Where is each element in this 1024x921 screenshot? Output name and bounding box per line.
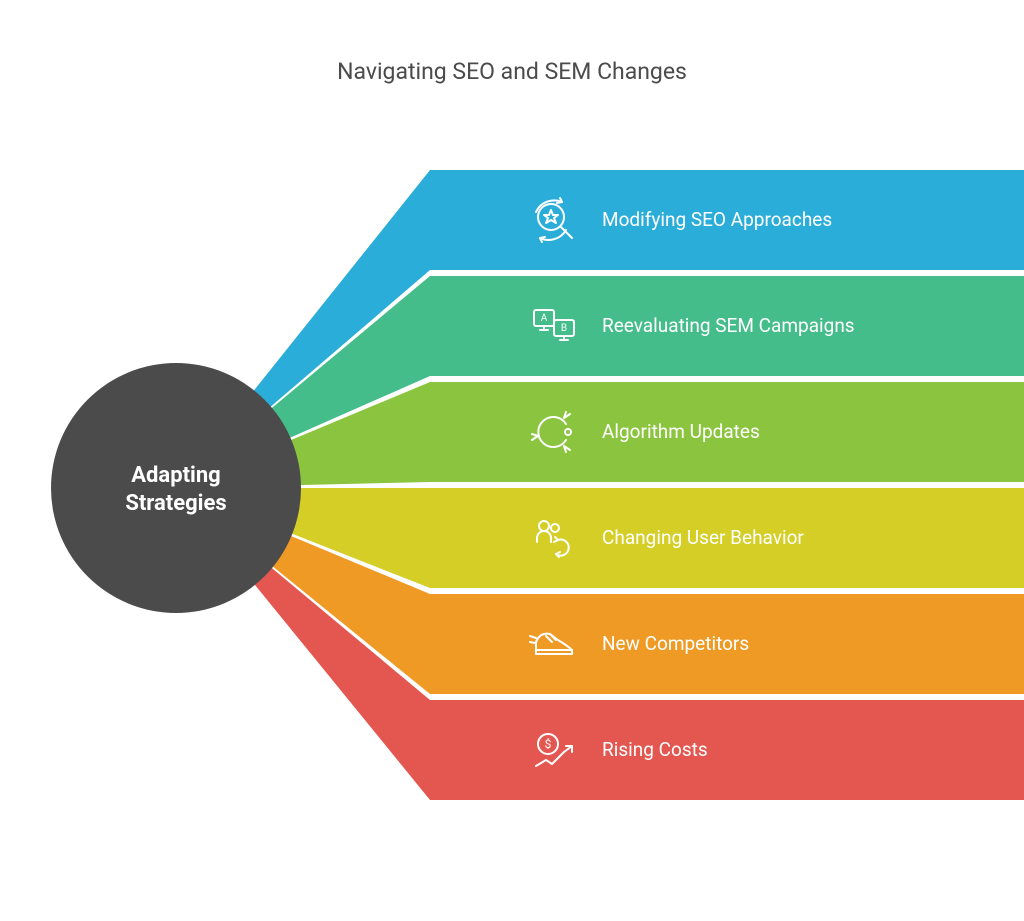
svg-text:$: $: [545, 737, 552, 751]
band-label: Reevaluating SEM Campaigns: [602, 314, 855, 337]
band-label: Algorithm Updates: [602, 420, 760, 443]
diagram-canvas: AdaptingStrategiesModifying SEO Approach…: [0, 0, 1024, 921]
band-label: Rising Costs: [602, 738, 708, 761]
band-label: Changing User Behavior: [602, 526, 804, 549]
band-label: Modifying SEO Approaches: [602, 208, 832, 231]
svg-text:B: B: [561, 323, 567, 334]
band-label: New Competitors: [602, 632, 749, 655]
hub-circle: [51, 363, 301, 613]
svg-text:A: A: [541, 313, 548, 324]
bands-behind: [176, 170, 1024, 800]
